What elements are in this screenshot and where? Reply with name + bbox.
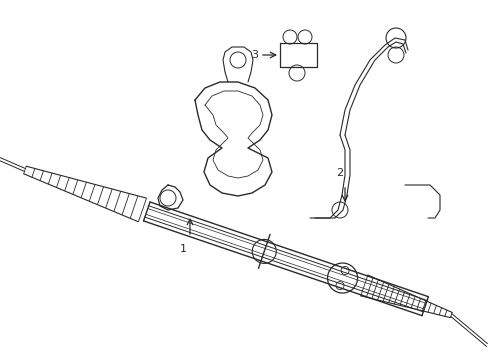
- Text: 2: 2: [336, 168, 343, 178]
- Text: 1: 1: [179, 244, 186, 254]
- Text: 3: 3: [250, 50, 258, 60]
